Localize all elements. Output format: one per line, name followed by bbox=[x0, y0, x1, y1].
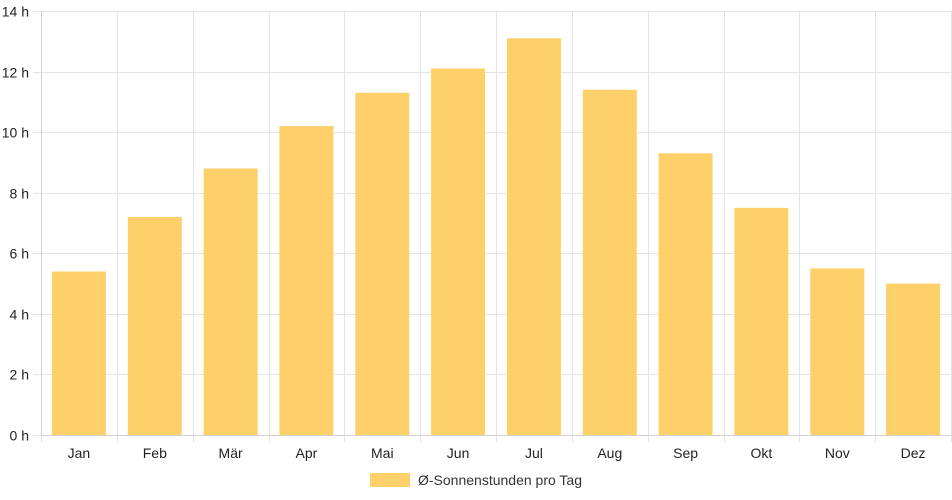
bar-dez[interactable] bbox=[886, 283, 941, 435]
x-tick-label: Sep bbox=[673, 445, 698, 461]
x-tick-label: Okt bbox=[751, 445, 773, 461]
bar-sep[interactable] bbox=[658, 153, 713, 436]
bar-feb[interactable] bbox=[127, 216, 182, 435]
x-tick-label: Jun bbox=[447, 445, 470, 461]
bar-jan[interactable] bbox=[51, 271, 106, 436]
bar-nov[interactable] bbox=[810, 268, 865, 435]
y-tick-label: 8 h bbox=[10, 186, 29, 202]
x-tick-label: Jan bbox=[68, 445, 91, 461]
chart-legend[interactable]: Ø-Sonnenstunden pro Tag bbox=[0, 472, 952, 488]
x-tick-label: Apr bbox=[296, 445, 318, 461]
bar-mär[interactable] bbox=[203, 168, 258, 436]
bar-jun[interactable] bbox=[431, 68, 486, 436]
bar-mai[interactable] bbox=[355, 92, 410, 436]
x-tick-label: Nov bbox=[825, 445, 850, 461]
y-tick-label: 12 h bbox=[2, 65, 29, 81]
y-tick-label: 2 h bbox=[10, 367, 29, 383]
bar-aug[interactable] bbox=[582, 89, 637, 435]
x-tick-label: Jul bbox=[525, 445, 543, 461]
y-tick-label: 6 h bbox=[10, 246, 29, 262]
x-tick-label: Aug bbox=[597, 445, 622, 461]
bar-okt[interactable] bbox=[734, 207, 789, 435]
y-tick-label: 0 h bbox=[10, 428, 29, 444]
y-tick-label: 14 h bbox=[2, 4, 29, 20]
y-tick-label: 4 h bbox=[10, 307, 29, 323]
x-tick-label: Mär bbox=[219, 445, 243, 461]
x-tick-label: Mai bbox=[371, 445, 394, 461]
bar-jul[interactable] bbox=[506, 38, 561, 436]
y-tick-label: 10 h bbox=[2, 125, 29, 141]
bar-apr[interactable] bbox=[279, 126, 334, 435]
x-tick-label: Feb bbox=[143, 445, 167, 461]
sunshine-bar-chart: 0 h 2 h 4 h 6 h 8 h 10 h 12 h 14 h Jan Feb Mär Apr M… bbox=[2, 4, 952, 461]
legend-label: Ø-Sonnenstunden pro Tag bbox=[418, 472, 582, 488]
legend-swatch bbox=[370, 473, 410, 487]
x-tick-label: Dez bbox=[901, 445, 926, 461]
